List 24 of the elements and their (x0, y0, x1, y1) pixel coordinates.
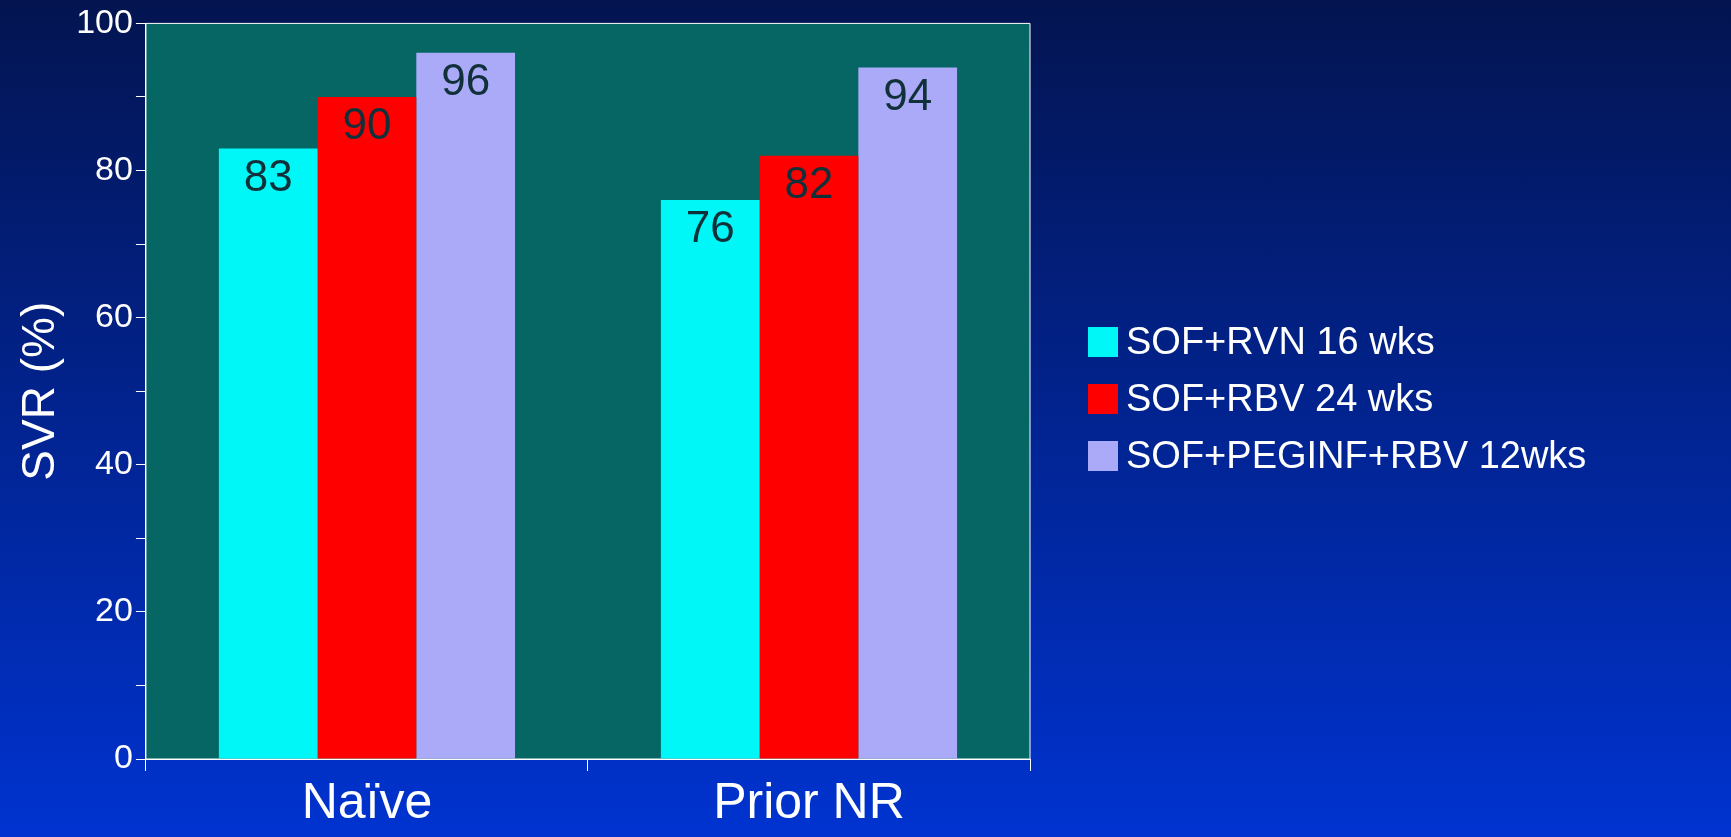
y-axis-title: SVR (%) (12, 301, 65, 481)
x-tick-label: Naïve (301, 772, 433, 829)
bar (317, 96, 417, 759)
data-label: 83 (243, 150, 293, 200)
legend-label: SOF+RBV 24 wks (1126, 377, 1434, 420)
y-tick-label: 0 (114, 737, 133, 776)
data-label: 82 (784, 157, 834, 207)
data-label: 96 (441, 54, 491, 104)
data-label: 94 (883, 69, 933, 119)
bar (218, 148, 318, 759)
bar (660, 199, 760, 759)
bar (858, 67, 958, 759)
data-label: 76 (685, 202, 735, 252)
legend-label: SOF+PEGINF+RBV 12wks (1126, 434, 1587, 477)
y-tick-label: 100 (76, 1, 133, 40)
y-tick-label: 60 (95, 296, 133, 335)
bar (759, 155, 859, 759)
legend-label: SOF+RVN 16 wks (1126, 320, 1435, 363)
y-tick-label: 40 (95, 443, 133, 482)
x-tick-label: Prior NR (713, 772, 905, 829)
y-tick-label: 80 (95, 148, 133, 187)
bar (416, 52, 516, 759)
y-tick-label: 20 (95, 590, 133, 629)
data-label: 90 (342, 99, 392, 149)
